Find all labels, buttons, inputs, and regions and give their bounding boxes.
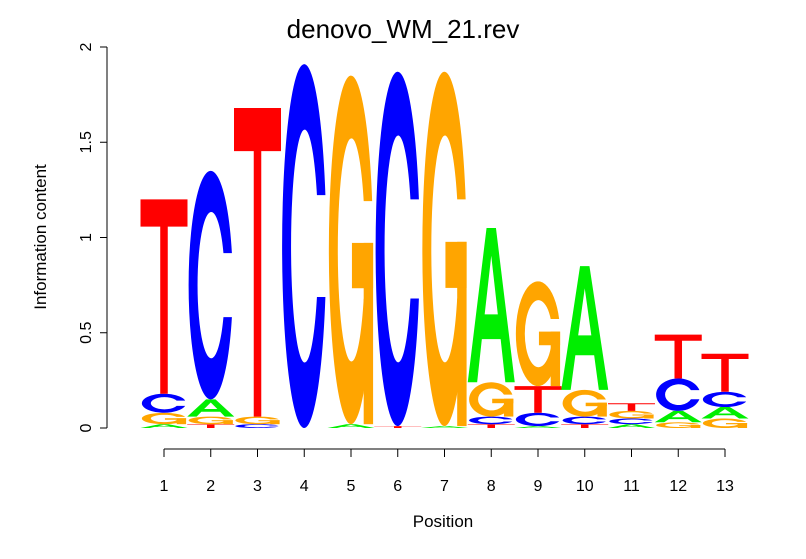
- logo-letter-A: [421, 426, 468, 428]
- x-axis: 1 2 3 4 5 6 7 8 9 10 11 12 13: [160, 448, 734, 495]
- x-tick-label: 3: [253, 478, 262, 495]
- logo-letter-T: [654, 334, 702, 379]
- logo-stacks: [140, 64, 749, 429]
- x-tick-label: 12: [669, 478, 687, 495]
- logo-letter-T: [561, 424, 609, 428]
- x-tick-label: 5: [347, 478, 356, 495]
- logo-letter-G: [141, 412, 187, 425]
- logo-letter-C: [375, 71, 419, 427]
- logo-column-12: [654, 334, 702, 428]
- x-tick-label: 7: [440, 478, 449, 495]
- x-tick-label: 2: [206, 478, 215, 495]
- logo-letter-C: [562, 416, 606, 425]
- logo-letter-G: [562, 389, 607, 417]
- logo-letter-T: [374, 426, 422, 428]
- logo-column-5: [327, 75, 375, 428]
- x-tick-label: 11: [623, 478, 640, 495]
- logo-letter-A: [701, 407, 749, 419]
- logo-column-4: [282, 64, 326, 429]
- logo-column-8: [467, 227, 515, 428]
- logo-letter-C: [515, 412, 560, 427]
- logo-letter-T: [187, 424, 235, 428]
- logo-letter-T: [701, 353, 749, 392]
- x-tick-label: 10: [576, 478, 594, 495]
- x-tick-label: 6: [393, 478, 402, 495]
- logo-column-3: [234, 107, 281, 428]
- y-axis: 0 0.5 1 1.5 2: [78, 42, 108, 432]
- logo-letter-C: [235, 424, 279, 428]
- y-tick-label: 1.5: [78, 131, 95, 153]
- logo-letter-G: [235, 416, 280, 425]
- logo-letter-A: [140, 424, 188, 428]
- logo-letter-C: [656, 378, 700, 411]
- logo-column-2: [187, 170, 235, 428]
- logo-letter-T: [140, 199, 188, 394]
- logo-column-7: [421, 71, 468, 428]
- logo-column-13: [701, 353, 749, 428]
- logo-letter-G: [515, 281, 561, 387]
- x-axis-label: Position: [413, 512, 473, 531]
- x-tick-label: 1: [160, 478, 169, 495]
- y-tick-label: 0.5: [78, 322, 95, 344]
- logo-column-6: [374, 71, 422, 428]
- chart-title: denovo_WM_21.rev: [287, 14, 520, 44]
- logo-letter-C: [609, 418, 653, 425]
- logo-letter-G: [702, 418, 748, 428]
- y-axis-label: Information content: [31, 164, 50, 310]
- logo-letter-A: [654, 410, 702, 423]
- logo-letter-T: [234, 107, 281, 417]
- logo-column-9: [514, 281, 562, 428]
- x-tick-label: 9: [534, 478, 543, 495]
- logo-letter-A: [608, 424, 655, 428]
- logo-letter-A: [514, 426, 562, 428]
- logo-letter-C: [141, 393, 186, 413]
- x-tick-label: 4: [300, 478, 309, 495]
- logo-column-10: [561, 266, 609, 428]
- logo-letter-A: [561, 266, 609, 390]
- logo-letter-C: [282, 64, 326, 429]
- logo-letter-A: [187, 399, 235, 417]
- x-tick-label: 8: [487, 478, 496, 495]
- logo-letter-C: [469, 416, 513, 425]
- logo-letter-A: [327, 424, 375, 428]
- logo-letter-G: [188, 416, 233, 425]
- logo-letter-G: [469, 382, 514, 417]
- logo-letter-G: [656, 422, 701, 428]
- logo-column-1: [140, 199, 188, 428]
- y-tick-label: 0: [78, 423, 95, 432]
- logo-letter-T: [467, 424, 515, 428]
- y-tick-label: 2: [78, 42, 95, 51]
- x-tick-label: 13: [716, 478, 734, 495]
- logo-letter-T: [514, 386, 562, 413]
- y-tick-label: 1: [78, 233, 95, 242]
- logo-column-11: [608, 403, 655, 428]
- logo-letter-G: [328, 75, 374, 425]
- logo-letter-A: [467, 227, 515, 383]
- logo-letter-C: [188, 170, 232, 400]
- logo-letter-T: [608, 403, 655, 411]
- logo-letter-G: [422, 71, 467, 427]
- logo-letter-C: [702, 391, 747, 408]
- logo-letter-G: [609, 410, 654, 419]
